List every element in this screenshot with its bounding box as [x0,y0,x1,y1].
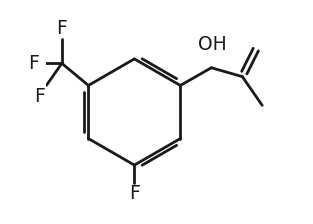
Text: F: F [129,184,140,203]
Text: F: F [56,19,67,38]
Text: F: F [34,86,45,106]
Text: OH: OH [198,35,227,54]
Text: F: F [28,54,38,73]
